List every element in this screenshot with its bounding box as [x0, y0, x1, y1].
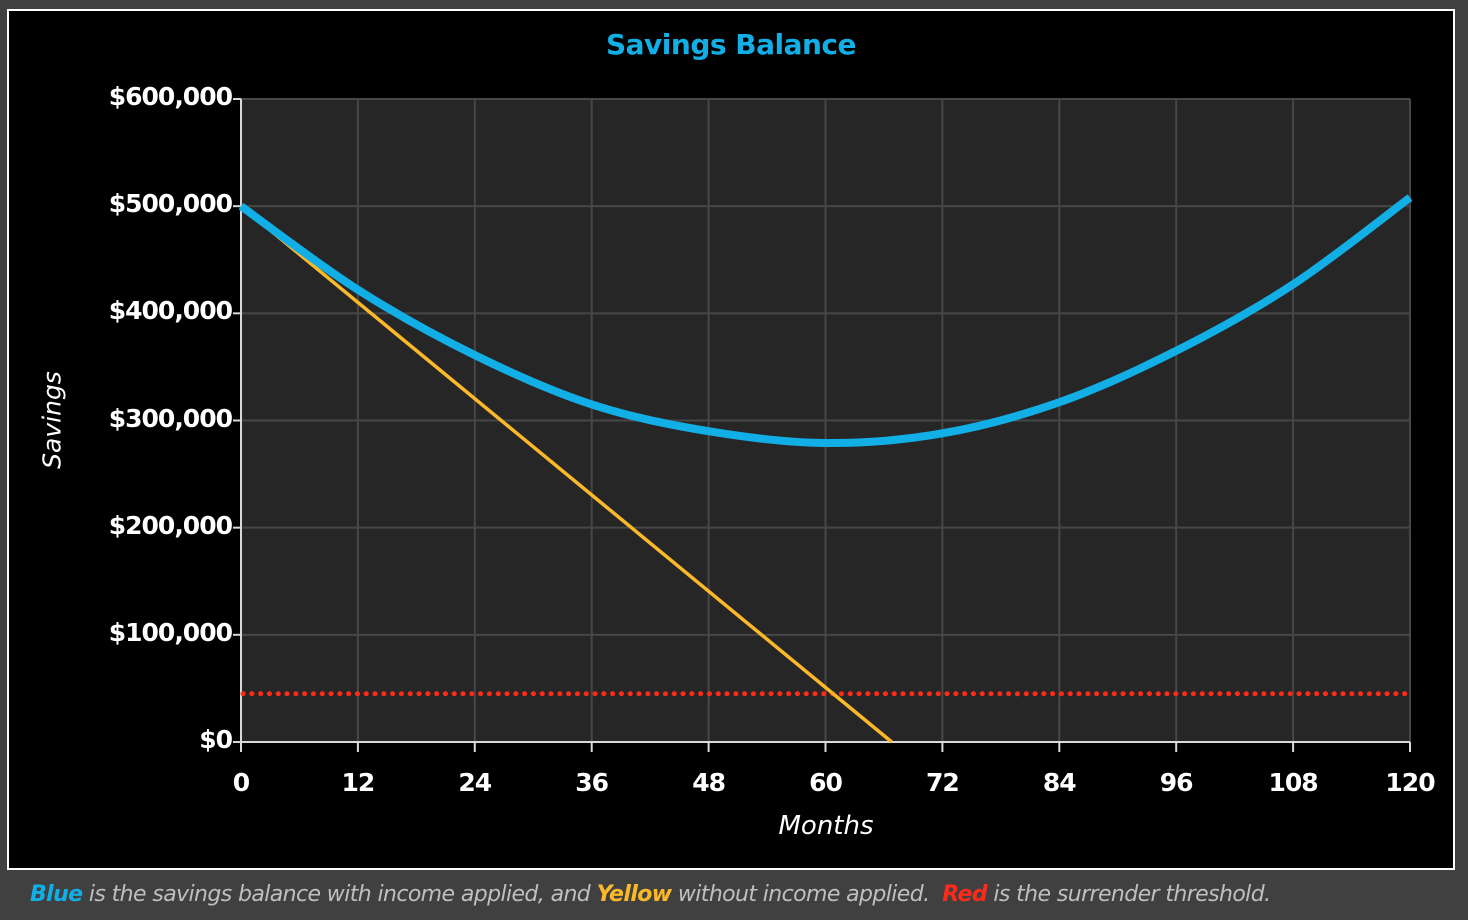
y-tick-label: $100,000	[108, 617, 233, 647]
y-tick-label: $500,000	[108, 189, 233, 219]
y-axis-title: Savings	[37, 371, 67, 469]
x-tick-label: 72	[925, 768, 960, 797]
y-tick-label: $600,000	[108, 82, 233, 111]
x-tick-label: 36	[575, 768, 609, 797]
y-tick-label: $300,000	[108, 403, 233, 433]
x-tick-label: 0	[232, 768, 250, 797]
caption-text: is the surrender threshold.	[987, 882, 1271, 907]
x-tick-label: 24	[458, 768, 492, 797]
x-tick-label: 12	[341, 768, 375, 797]
x-tick-label: 84	[1042, 768, 1077, 797]
x-axis-title: Months	[778, 811, 874, 841]
x-tick-label: 60	[809, 768, 843, 797]
income-balance-line	[238, 194, 1413, 448]
caption-red-label: Red	[942, 882, 987, 907]
caption-yellow-label: Yellow	[596, 882, 673, 907]
y-tick-label: $200,000	[108, 510, 233, 540]
x-tick-label: 48	[692, 768, 726, 797]
chart-caption: Blue is the savings balance with income …	[30, 882, 1271, 907]
no-income-balance-line	[239, 204, 893, 744]
x-tick-label: 108	[1268, 768, 1319, 797]
x-tick-label: 96	[1159, 768, 1194, 797]
y-tick-label: $0	[199, 725, 233, 754]
caption-text: without income applied.	[671, 882, 943, 907]
x-tick-label: 120	[1385, 768, 1435, 797]
caption-text: is the savings balance with income appli…	[82, 882, 597, 907]
y-tick-label: $400,000	[108, 296, 233, 326]
chart-title: Savings Balance	[605, 28, 857, 61]
caption-blue-label: Blue	[30, 882, 83, 907]
